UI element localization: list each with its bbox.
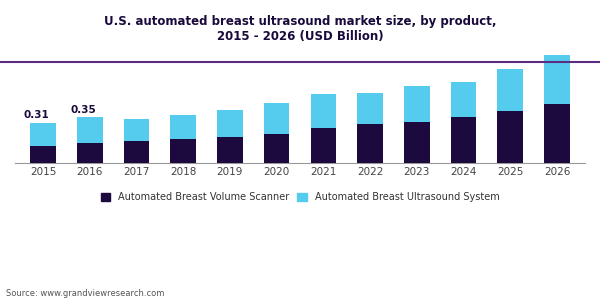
Legend: Automated Breast Volume Scanner, Automated Breast Ultrasound System: Automated Breast Volume Scanner, Automat…	[97, 188, 503, 206]
Bar	[77, 143, 103, 163]
Bar	[497, 111, 523, 163]
Bar	[357, 93, 383, 124]
Text: Source: www.grandviewresearch.com: Source: www.grandviewresearch.com	[6, 290, 164, 298]
Bar	[30, 122, 56, 146]
Bar	[124, 118, 149, 141]
Bar	[544, 103, 570, 163]
Bar	[264, 134, 289, 163]
Bar	[357, 124, 383, 163]
Bar	[264, 103, 289, 134]
Bar	[217, 137, 243, 163]
Bar	[404, 122, 430, 163]
Bar	[311, 94, 336, 128]
Bar	[77, 117, 103, 143]
Text: 0.31: 0.31	[23, 110, 49, 120]
Bar	[170, 115, 196, 139]
Text: 0.35: 0.35	[70, 105, 96, 115]
Bar	[451, 82, 476, 117]
Title: U.S. automated breast ultrasound market size, by product,
2015 - 2026 (USD Billi: U.S. automated breast ultrasound market …	[104, 15, 496, 43]
Bar	[311, 128, 336, 163]
Bar	[170, 139, 196, 163]
Bar	[124, 141, 149, 163]
Bar	[404, 86, 430, 122]
Bar	[544, 56, 570, 104]
Bar	[451, 117, 476, 163]
Bar	[497, 69, 523, 111]
Bar	[217, 110, 243, 137]
Bar	[30, 146, 56, 163]
